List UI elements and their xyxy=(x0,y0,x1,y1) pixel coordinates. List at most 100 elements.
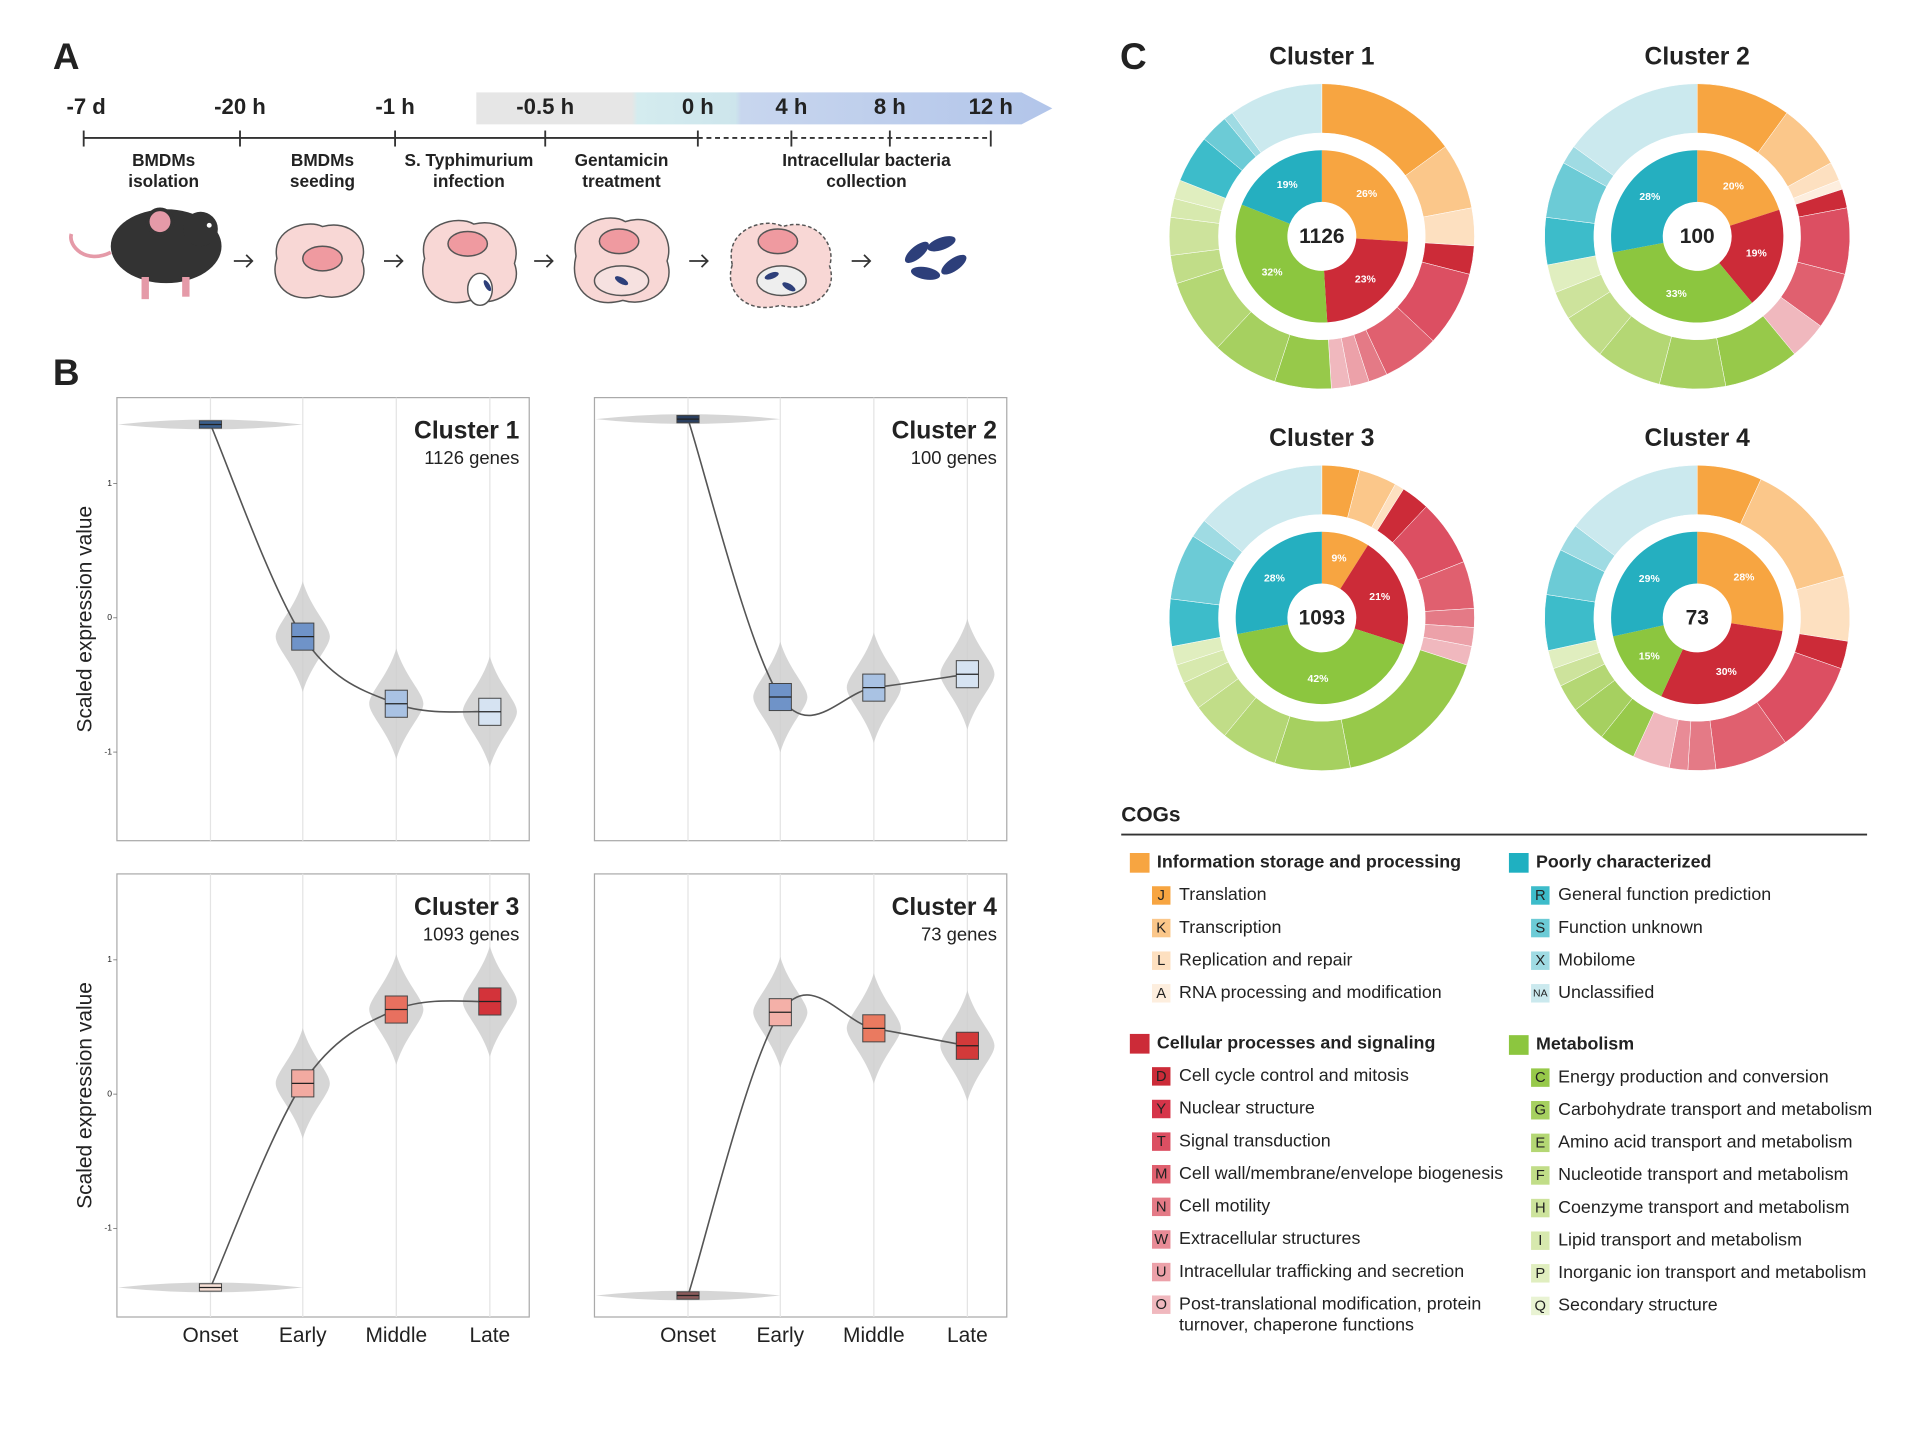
y-tick-label: 0 xyxy=(107,612,112,622)
event-label: infection xyxy=(433,171,505,191)
time-label: 12 h xyxy=(969,94,1013,119)
legend-swatch xyxy=(1129,1033,1150,1054)
cluster-subtitle: 100 genes xyxy=(911,447,997,468)
legend-item: Secondary structure xyxy=(1558,1295,1718,1315)
inner-label: 42% xyxy=(1308,674,1330,685)
legend-swatch xyxy=(1152,1230,1171,1249)
legend-item: Inorganic ion transport and metabolism xyxy=(1558,1262,1866,1282)
event-label: isolation xyxy=(128,171,199,191)
trend-curve xyxy=(209,424,490,713)
legend-code: O xyxy=(1155,1297,1166,1313)
legend-swatch xyxy=(1152,1099,1171,1119)
y-axis-label: Scaled expression value xyxy=(74,506,97,733)
inner-segment xyxy=(1235,531,1322,635)
legend-code: C xyxy=(1535,1070,1546,1086)
step-arrows xyxy=(233,254,872,268)
cluster-subtitle: 73 genes xyxy=(921,923,997,944)
inner-label: 19% xyxy=(1746,248,1768,259)
panel-label: B xyxy=(53,352,80,393)
legend-item: Nucleotide transport and metabolism xyxy=(1558,1164,1848,1184)
legend-swatch xyxy=(1152,1067,1171,1086)
legend-swatch xyxy=(1531,1166,1550,1185)
inner-label: 28% xyxy=(1734,573,1756,584)
legend-code: N xyxy=(1156,1199,1167,1215)
inner-segment xyxy=(1697,150,1780,226)
legend-code: M xyxy=(1155,1167,1167,1183)
inner-segment xyxy=(1237,624,1404,705)
legend-code: U xyxy=(1156,1265,1167,1281)
legend-code: P xyxy=(1535,1266,1545,1282)
legend-code: W xyxy=(1154,1232,1168,1248)
legend-code: F xyxy=(1536,1168,1545,1184)
legend-swatch xyxy=(1531,984,1550,1003)
legend-swatch xyxy=(1152,1262,1171,1282)
legend-code: NA xyxy=(1533,989,1548,1000)
x-tick-label: Late xyxy=(469,1324,510,1347)
legend-group: Poorly characterized xyxy=(1536,852,1711,872)
outer-segment xyxy=(1203,465,1323,553)
inner-segment xyxy=(1661,623,1783,705)
legend-swatch xyxy=(1531,1296,1550,1316)
inner-label: 28% xyxy=(1264,573,1286,584)
legend-code: S xyxy=(1535,921,1545,937)
outer-segment xyxy=(1573,83,1698,176)
inner-label: 15% xyxy=(1639,651,1661,662)
legend-item: Cell motility xyxy=(1179,1196,1270,1216)
cluster-title: Cluster 2 xyxy=(892,418,997,445)
legend-item: General function prediction xyxy=(1558,884,1771,904)
legend-swatch xyxy=(1531,1264,1550,1283)
legend-swatch xyxy=(1531,1101,1550,1120)
legend-swatch xyxy=(1531,951,1550,970)
legend-item: Cell cycle control and mitosis xyxy=(1179,1065,1409,1085)
legend-item: Lipid transport and metabolism xyxy=(1558,1229,1802,1249)
x-tick-label: Middle xyxy=(843,1324,905,1347)
x-tick-label: Middle xyxy=(366,1324,428,1347)
inner-segment xyxy=(1719,209,1784,303)
legend-code: A xyxy=(1156,986,1166,1002)
legend-swatch xyxy=(1152,886,1171,905)
legend-item: Mobilome xyxy=(1558,949,1635,969)
legend-item: turnover, chaperone functions xyxy=(1179,1314,1414,1334)
event-label: seeding xyxy=(290,171,355,191)
legend-item: Nuclear structure xyxy=(1179,1098,1315,1118)
inner-segment xyxy=(1612,242,1753,323)
outer-segment xyxy=(1231,83,1323,154)
cluster-subtitle: 1126 genes xyxy=(424,447,519,468)
x-tick-label: Early xyxy=(756,1324,804,1347)
donut-total: 73 xyxy=(1686,607,1709,630)
legend-group: Cellular processes and signaling xyxy=(1157,1032,1435,1052)
y-tick-label: -1 xyxy=(104,1223,112,1233)
inner-segment xyxy=(1321,531,1369,589)
panel-label: C xyxy=(1120,36,1147,77)
inner-label: 29% xyxy=(1639,574,1661,585)
legend-code: T xyxy=(1157,1134,1166,1150)
legend-item: Transcription xyxy=(1179,917,1281,937)
trend-curve xyxy=(687,994,968,1296)
legend-item: Post-translational modification, protein xyxy=(1179,1293,1481,1313)
event-label: BMDMs xyxy=(132,150,195,170)
y-axis-label: Scaled expression value xyxy=(74,982,97,1209)
legend-group: Information storage and processing xyxy=(1157,852,1461,872)
inner-segment xyxy=(1235,204,1328,323)
legend-item: Amino acid transport and metabolism xyxy=(1558,1132,1852,1152)
timeline-band xyxy=(476,92,1053,125)
legend-code: J xyxy=(1158,888,1165,904)
legend-item: Cell wall/membrane/envelope biogenesis xyxy=(1179,1163,1503,1183)
legend-code: R xyxy=(1535,888,1546,904)
x-tick-label: Onset xyxy=(183,1324,239,1347)
time-label: -20 h xyxy=(214,94,266,119)
legend-swatch xyxy=(1531,1231,1550,1250)
legend-item: Function unknown xyxy=(1558,917,1703,937)
event-label: Intracellular bacteria xyxy=(782,150,951,170)
inner-segment xyxy=(1324,238,1408,323)
legend-swatch xyxy=(1531,1133,1550,1153)
inner-label: 23% xyxy=(1355,275,1377,286)
bacteria-illustration xyxy=(483,236,967,292)
legend-swatch xyxy=(1531,918,1550,938)
donut-title: Cluster 2 xyxy=(1645,43,1750,70)
legend-code: E xyxy=(1535,1135,1545,1151)
legend-code: L xyxy=(1157,953,1165,969)
donut-title: Cluster 1 xyxy=(1269,43,1374,70)
event-label: BMDMs xyxy=(291,150,354,170)
